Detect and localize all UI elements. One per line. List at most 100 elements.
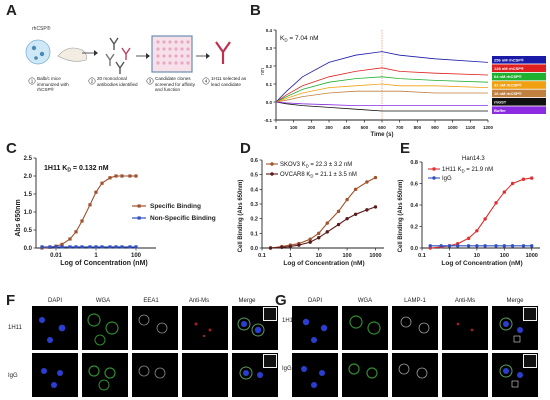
x-tick-label: 700 — [396, 125, 404, 130]
x-tick-label: 1000 — [448, 125, 459, 130]
micro-image — [82, 353, 128, 397]
legend-marker — [432, 176, 436, 180]
panel-label-c: C — [6, 140, 17, 157]
legend-marker — [432, 167, 436, 171]
micro-image — [342, 353, 388, 397]
b-xlabel: Time (s) — [371, 132, 394, 138]
step-4: 4 1H11 selected as lead candidate — [202, 76, 246, 87]
y-tick-label: 1.5 — [24, 192, 33, 198]
f-ch-eea1: EEA1 — [143, 298, 159, 304]
micro-image — [392, 353, 438, 397]
data-point — [74, 230, 78, 234]
legend-label: Specific Binding — [150, 203, 201, 210]
data-point — [365, 180, 369, 184]
data-point — [280, 245, 284, 249]
data-point — [128, 245, 132, 249]
x-tick-label: 0.01 — [50, 253, 62, 259]
y-tick-label: 0.0 — [266, 100, 273, 105]
series-line — [275, 76, 489, 103]
panel-label-d: D — [240, 140, 251, 157]
legend-swatch — [492, 56, 546, 64]
x-tick-label: 100 — [500, 253, 509, 259]
y-tick-label: 0.5 — [250, 173, 258, 179]
legend-label: Non-Specific Binding — [150, 215, 216, 222]
x-tick-label: 1000 — [526, 253, 538, 259]
series-line — [275, 90, 488, 103]
data-point — [365, 208, 369, 212]
data-point — [68, 245, 72, 249]
data-point — [521, 177, 526, 181]
g-ch-lamp1: LAMP-1 — [404, 298, 426, 304]
data-point — [428, 244, 432, 248]
data-point — [94, 245, 98, 249]
d-xlabel: Log of Concentration (nM) — [283, 260, 364, 267]
x-tick-label: 1000 — [369, 253, 381, 259]
micro-image — [82, 306, 128, 350]
data-point — [134, 245, 138, 249]
data-point — [88, 245, 92, 249]
data-point — [100, 245, 104, 249]
y-tick-label: 0.6 — [250, 158, 258, 164]
data-point — [373, 175, 378, 180]
b-kd-label: KD = 7.04 nM — [280, 35, 319, 43]
x-tick-label: 0.1 — [258, 253, 266, 259]
x-tick-label: 1 — [289, 253, 292, 259]
y-tick-label: 0.3 — [250, 202, 258, 208]
series-line — [275, 51, 489, 103]
g-row-igg: IgG — [282, 366, 292, 372]
y-tick-label: 0.0 — [250, 246, 258, 252]
data-point — [88, 203, 92, 207]
arrow-icon — [94, 50, 98, 56]
y-tick-label: 0.2 — [266, 64, 273, 69]
x-tick-label: 400 — [343, 125, 351, 130]
micro-image — [492, 353, 538, 397]
data-point — [48, 245, 52, 249]
f-ch-wga: WGA — [95, 298, 111, 304]
lead-antibody-icon — [215, 41, 231, 64]
x-tick-label: 10 — [474, 253, 480, 259]
y-tick-label: 0.5 — [24, 228, 33, 234]
data-point — [120, 174, 124, 178]
data-point — [308, 240, 312, 244]
x-tick-label: 600 — [378, 125, 386, 130]
y-tick-label: -0.1 — [264, 118, 272, 123]
legend-label: SKOV3 KD = 22.3 ± 3.2 nM — [280, 162, 352, 168]
data-point — [317, 231, 321, 236]
legend-label: OVCAR8 KD = 21.1 ± 3.5 nM — [280, 172, 357, 178]
data-point — [60, 242, 64, 246]
y-tick-label: 0.4 — [410, 203, 419, 209]
data-point — [336, 209, 341, 214]
data-point — [494, 244, 498, 248]
legend-marker — [270, 172, 274, 176]
legend-swatch — [492, 98, 546, 106]
data-point — [475, 244, 479, 248]
x-tick-label: 1200 — [483, 125, 494, 130]
data-point — [114, 245, 118, 249]
e-title: Han14.3 — [462, 156, 485, 162]
legend-swatch — [492, 64, 546, 72]
micro-image — [442, 306, 488, 350]
data-point — [108, 245, 112, 249]
f-ch-dapi: DAPI — [47, 298, 62, 304]
legend-label: Buffer — [494, 108, 506, 113]
micro-image — [442, 353, 488, 397]
f-ch-merge: Merge — [238, 298, 256, 304]
g-ch-merge: Merge — [506, 298, 524, 304]
data-point — [134, 174, 138, 178]
y-tick-label: 0.1 — [266, 82, 273, 87]
y-tick-label: 0.3 — [266, 46, 273, 51]
panel-label-b: B — [250, 2, 261, 19]
data-point — [455, 244, 460, 248]
legend-marker — [137, 204, 141, 208]
series-line — [275, 67, 489, 103]
legend-label: rhGST — [494, 99, 507, 104]
f-row-1h11: 1H11 — [8, 325, 22, 331]
data-point — [54, 245, 58, 249]
step-1: 1 Balb/c mice immunized with rhCSP® — [28, 76, 69, 92]
y-tick-label: 2.0 — [24, 174, 33, 180]
data-point — [353, 187, 358, 192]
micro-image — [232, 306, 278, 350]
micro-image — [182, 306, 228, 350]
micro-image — [182, 353, 228, 397]
virus-icon — [25, 39, 51, 65]
